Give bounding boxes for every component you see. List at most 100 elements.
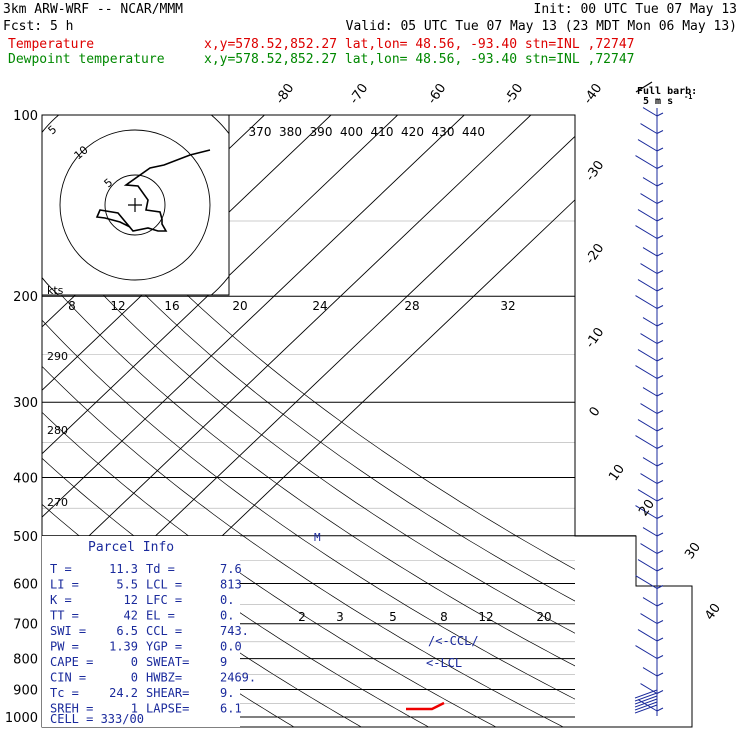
mixing-ratio-label: 2: [298, 610, 306, 624]
hodograph-ring: [104, 174, 166, 236]
valid-time: Valid: 05 UTC Tue 07 May 13 (23 MDT Mon …: [346, 19, 737, 34]
pressure-tick-label: 100: [13, 109, 38, 124]
parcel-value: 743.: [220, 624, 249, 638]
parcel-key: CAPE =: [50, 655, 93, 669]
parcel-key: PW =: [50, 640, 79, 654]
parcel-key: HWBZ=: [146, 671, 182, 685]
init-time: Init: 00 UTC Tue 07 May 13: [534, 2, 738, 17]
hodograph-center-icon: [128, 198, 142, 212]
pressure-tick-label: 900: [13, 683, 38, 698]
isotherm-label: 40: [702, 601, 724, 623]
barb-key-line2: 5 m s: [643, 96, 673, 107]
parcel-value: 1: [131, 702, 138, 716]
parcel-value: 7.6: [220, 562, 242, 576]
theta-label: 370: [249, 125, 272, 139]
wind-barb: [640, 193, 664, 204]
parcel-cell: CELL = 333/00: [50, 712, 144, 726]
isotherm-label: 10: [606, 462, 628, 484]
dry-adiabat: [42, 226, 575, 634]
parcel-value: 0.0: [220, 640, 242, 654]
isotherm-label: -20: [583, 241, 607, 267]
isotherm-label: 0: [587, 404, 604, 419]
wind-barb: [640, 403, 664, 414]
dewpoint-location: x,y=578.52,852.27 lat,lon= 48.56, -93.40…: [204, 52, 634, 67]
wind-barb: [642, 247, 664, 257]
parcel-key: LI =: [50, 578, 79, 592]
isotherm-label: -10: [583, 325, 607, 351]
speed-scale-label: 28: [404, 299, 419, 313]
parcel-value: 9.: [220, 686, 234, 700]
theta-label: 430: [432, 125, 455, 139]
dry-adiabat: [0, 115, 29, 730]
parcel-value: 6.5: [116, 624, 138, 638]
pressure-tick-label: 1000: [5, 711, 38, 726]
pressure-tick-label: 700: [13, 618, 38, 633]
isotherm-label: 20: [636, 497, 658, 519]
wind-barb: [640, 263, 664, 274]
wind-barb: [635, 435, 664, 449]
wind-barb-surface: [634, 704, 658, 714]
parcel-value: 813: [220, 578, 242, 592]
parcel-key: SWEAT=: [146, 655, 189, 669]
wind-barb: [640, 333, 664, 344]
parcel-value: 11.3: [109, 562, 138, 576]
wind-barb: [635, 365, 664, 379]
wind-barb: [637, 209, 664, 222]
wind-barb: [640, 473, 664, 484]
dewpoint-legend: Dewpoint temperature: [8, 52, 165, 67]
parcel-value: 6.1: [220, 702, 242, 716]
barb-key: Full barb: 5 m s -1: [635, 81, 697, 107]
dry-adiabat: [42, 365, 564, 727]
hodograph-trace: [95, 149, 211, 232]
temperature-legend: Temperature: [8, 37, 94, 52]
temperature-location: x,y=578.52,852.27 lat,lon= 48.56, -93.40…: [204, 37, 634, 52]
traces-layer: [406, 701, 445, 711]
wind-barb: [642, 667, 664, 677]
mixing-ratio-label: 12: [478, 610, 493, 624]
pressure-tick-label: 500: [13, 530, 38, 545]
parcel-key: TT =: [50, 609, 79, 623]
wind-barb: [640, 613, 664, 624]
wind-barb-surface: [634, 698, 658, 708]
wind-barb: [635, 505, 664, 519]
pressure-tick-label: 800: [13, 653, 38, 668]
model-title: 3km ARW-WRF -- NCAR/MMM: [3, 2, 183, 17]
parcel-key: SREH =: [50, 702, 93, 716]
isotherm-label: -70: [347, 81, 371, 107]
mixing-ratio-label: 20: [536, 610, 551, 624]
parcel-key: CIN =: [50, 671, 86, 685]
parcel-value: 42: [124, 609, 138, 623]
wind-barb-surface: [634, 692, 658, 702]
pressure-tick-label: 600: [13, 577, 38, 592]
theta-label: 440: [462, 125, 485, 139]
wind-barb: [642, 177, 664, 187]
wind-barb-surface: [634, 695, 658, 705]
wind-barb: [635, 575, 664, 589]
wind-barb: [637, 559, 664, 572]
parcel-key: Td =: [146, 562, 175, 576]
parcel-value: 12: [124, 593, 138, 607]
isotherm-label: -80: [273, 81, 297, 107]
wind-barb: [642, 527, 664, 537]
dry-adiabat: [42, 319, 575, 700]
wind-barb: [637, 349, 664, 362]
barb-key-icon: [635, 81, 653, 93]
wind-barbs: [634, 107, 664, 716]
barb-key-exp: -1: [684, 93, 692, 101]
speed-scale-label: 24: [312, 299, 327, 313]
dry-adiabat: [42, 273, 575, 667]
parcel-title: Parcel Info: [88, 540, 174, 555]
parcel-bg: [42, 536, 240, 727]
parcel-value: 24.2: [109, 686, 138, 700]
speed-scale-label: 16: [164, 299, 179, 313]
isotherm-label: -50: [502, 81, 526, 107]
wind-barb: [635, 295, 664, 309]
parcel-key: Tc =: [50, 686, 79, 700]
theta-label: 390: [310, 125, 333, 139]
parcel-key: K =: [50, 593, 72, 607]
wind-barb: [637, 139, 664, 152]
lcl-marker: <-LCL: [426, 656, 462, 670]
theta-label: 410: [371, 125, 394, 139]
